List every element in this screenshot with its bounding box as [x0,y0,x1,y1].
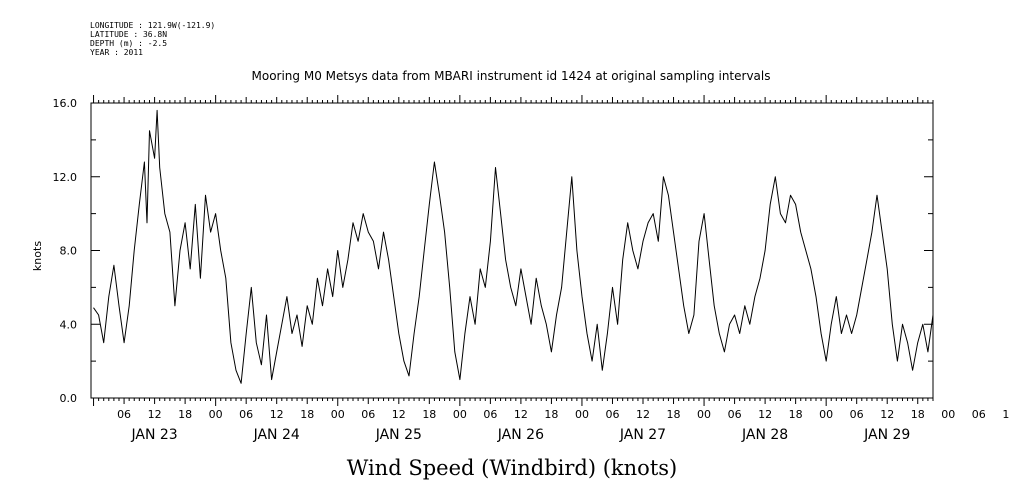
x-hour-label: 06 [728,408,742,421]
x-day-label: JAN 27 [619,427,666,443]
x-hour-label: 00 [575,408,589,421]
y-tick-label: 16.0 [53,97,78,110]
x-hour-label: 12 [392,408,406,421]
y-tick-label: 12.0 [53,171,78,184]
x-hour-label: 00 [453,408,467,421]
x-hour-label: 00 [209,408,223,421]
x-hour-label: 18 [667,408,681,421]
x-hour-label: 18 [422,408,436,421]
y-tick-label: 0.0 [60,392,78,405]
y-tick-label: 4.0 [60,318,78,331]
series-line [93,109,934,384]
x-hour-label: 06 [972,408,986,421]
plot-frame [90,102,934,399]
x-hour-label: 00 [697,408,711,421]
y-axis: 0.0 4.0 8.0 12.0 16.0 [53,97,933,405]
series-layer [93,109,934,384]
x-day-label: JAN 29 [863,427,910,443]
longitude-label: LONGITUDE : 121.9W(-121.9) [90,21,216,30]
x-hour-label: 12 [758,408,772,421]
x-day-label: JAN 28 [741,427,788,443]
x-hour-label: 06 [850,408,864,421]
chart-title: Mooring M0 Metsys data from MBARI instru… [252,69,771,83]
latitude-label: LATITUDE : 36.8N [90,30,168,39]
y-axis-label: knots [31,241,44,271]
x-hour-label: 12 [514,408,528,421]
x-hour-label: 06 [239,408,253,421]
y-tick-label: 8.0 [60,245,78,258]
x-hour-label: 12 [1002,408,1009,421]
x-axis: 06 12 18 00 06 12 18 00 06 12 18 00 06 12 18 00 06 12 18 00… [93,95,1009,443]
x-hour-label: 00 [819,408,833,421]
x-hour-label: 12 [270,408,284,421]
x-day-label: JAN 26 [497,427,544,443]
x-axis-title: Wind Speed (Windbird) (knots) [347,456,677,480]
x-hour-label: 06 [361,408,375,421]
x-hour-label: 18 [300,408,314,421]
x-hour-label: 18 [911,408,925,421]
x-day-label: JAN 24 [253,427,300,443]
x-hour-label: 12 [148,408,162,421]
station-metadata: LONGITUDE : 121.9W(-121.9) LATITUDE : 36… [90,21,215,57]
year-label: YEAR : 2011 [90,48,143,57]
depth-label: DEPTH (m) : -2.5 [90,39,168,48]
x-hour-label: 00 [941,408,955,421]
x-hour-label: 12 [880,408,894,421]
x-hour-label: 06 [605,408,619,421]
x-hour-label: 18 [789,408,803,421]
x-hour-label: 18 [544,408,558,421]
x-day-label: JAN 25 [375,427,422,443]
x-hour-label: 06 [117,408,131,421]
x-day-label: JAN 23 [130,427,177,443]
x-hour-label: 06 [483,408,497,421]
x-hour-label: 18 [178,408,192,421]
x-hour-label: 00 [331,408,345,421]
x-hour-label: 12 [636,408,650,421]
